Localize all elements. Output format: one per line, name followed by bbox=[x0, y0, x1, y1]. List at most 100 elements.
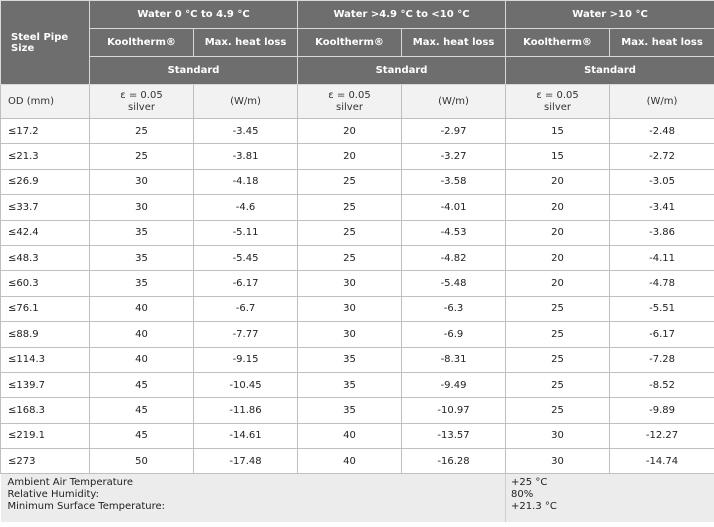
heat-loss-cell: -6.9 bbox=[401, 321, 507, 348]
od-cell: ≤76.1 bbox=[0, 295, 90, 323]
kooltherm-thickness-cell: 30 bbox=[297, 321, 403, 348]
conditions-values: +25 °C 80% +21.3 °C bbox=[505, 473, 714, 522]
heat-loss-cell: -11.86 bbox=[192, 397, 299, 424]
heat-loss-cell: -3.27 bbox=[401, 143, 507, 170]
table-row: ≤139.7 45 -10.45 35 -9.49 25 -8.52 bbox=[0, 371, 714, 399]
standard-header: Standard bbox=[88, 56, 299, 85]
heat-loss-cell: -12.27 bbox=[609, 422, 714, 450]
heat-loss-cell: -13.57 bbox=[401, 422, 507, 450]
table-row: ≤114.3 40 -9.15 35 -8.31 25 -7.28 bbox=[0, 346, 714, 373]
kooltherm-thickness-cell: 30 bbox=[297, 295, 403, 323]
min-surface-temp-value: +21.3 °C bbox=[511, 501, 557, 513]
kooltherm-thickness-cell: 45 bbox=[89, 422, 194, 450]
heat-loss-cell: -3.86 bbox=[609, 219, 714, 246]
od-cell: ≤17.2 bbox=[0, 117, 90, 145]
standard-header: Standard bbox=[297, 56, 507, 85]
heat-loss-cell: -3.45 bbox=[192, 117, 299, 145]
table-row: ≤88.9 40 -7.77 30 -6.9 25 -6.17 bbox=[0, 321, 714, 348]
kooltherm-header: Kooltherm® bbox=[89, 28, 194, 57]
heat-loss-cell: -4.82 bbox=[401, 244, 507, 272]
data-rows: ≤17.2 25 -3.45 20 -2.97 15 -2.48 ≤21.3 25 -3.81 20… bbox=[0, 117, 714, 475]
relative-humidity-label: Relative Humidity: bbox=[7, 489, 100, 501]
min-surface-temp-label: Minimum Surface Temperature: bbox=[7, 501, 166, 513]
kooltherm-thickness-cell: 20 bbox=[297, 143, 403, 170]
od-cell: ≤219.1 bbox=[0, 422, 90, 450]
kooltherm-thickness-cell: 40 bbox=[89, 346, 194, 373]
heat-loss-cell: -5.48 bbox=[401, 270, 507, 297]
kooltherm-thickness-cell: 35 bbox=[89, 270, 194, 297]
kooltherm-thickness-cell: 25 bbox=[505, 295, 611, 323]
heat-loss-cell: -10.45 bbox=[192, 371, 299, 399]
heat-loss-cell: -8.31 bbox=[401, 346, 507, 373]
pipe-size-header: Steel Pipe Size bbox=[0, 0, 90, 85]
kooltherm-thickness-cell: 40 bbox=[89, 321, 194, 348]
max-heat-loss-header: Max. heat loss bbox=[192, 28, 299, 57]
od-cell: ≤60.3 bbox=[0, 270, 90, 297]
kooltherm-thickness-cell: 25 bbox=[89, 143, 194, 170]
heat-loss-cell: -4.18 bbox=[192, 168, 299, 196]
heat-loss-cell: -4.01 bbox=[401, 194, 507, 221]
kooltherm-thickness-cell: 20 bbox=[505, 270, 611, 297]
heat-loss-cell: -2.72 bbox=[609, 143, 714, 170]
table-row: ≤48.3 35 -5.45 25 -4.82 20 -4.11 bbox=[0, 244, 714, 272]
conditions-footer: Ambient Air Temperature Relative Humidit… bbox=[0, 473, 714, 522]
emissivity-label: ε = 0.05 silver bbox=[505, 84, 611, 119]
table-row: ≤76.1 40 -6.7 30 -6.3 25 -5.51 bbox=[0, 295, 714, 323]
heat-loss-unit-label: (W/m) bbox=[401, 84, 507, 119]
kooltherm-thickness-cell: 15 bbox=[505, 143, 611, 170]
emissivity-label: ε = 0.05 silver bbox=[89, 84, 194, 119]
kooltherm-thickness-cell: 25 bbox=[297, 168, 403, 196]
heat-loss-cell: -5.11 bbox=[192, 219, 299, 246]
od-cell: ≤33.7 bbox=[0, 194, 90, 221]
kooltherm-thickness-cell: 35 bbox=[89, 219, 194, 246]
kooltherm-thickness-cell: 25 bbox=[505, 346, 611, 373]
kooltherm-thickness-cell: 45 bbox=[89, 371, 194, 399]
heat-loss-cell: -16.28 bbox=[401, 448, 507, 475]
table-row: ≤168.3 45 -11.86 35 -10.97 25 -9.89 bbox=[0, 397, 714, 424]
kooltherm-thickness-cell: 35 bbox=[89, 244, 194, 272]
table-row: ≤21.3 25 -3.81 20 -3.27 15 -2.72 bbox=[0, 143, 714, 170]
od-cell: ≤168.3 bbox=[0, 397, 90, 424]
heat-loss-cell: -14.61 bbox=[192, 422, 299, 450]
heat-loss-cell: -9.89 bbox=[609, 397, 714, 424]
table-row: ≤17.2 25 -3.45 20 -2.97 15 -2.48 bbox=[0, 117, 714, 145]
heat-loss-cell: -4.11 bbox=[609, 244, 714, 272]
ambient-air-label: Ambient Air Temperature bbox=[7, 477, 134, 489]
kooltherm-thickness-cell: 30 bbox=[89, 168, 194, 196]
kooltherm-thickness-cell: 25 bbox=[505, 321, 611, 348]
heat-loss-unit-label: (W/m) bbox=[609, 84, 714, 119]
kooltherm-thickness-cell: 45 bbox=[89, 397, 194, 424]
od-cell: ≤114.3 bbox=[0, 346, 90, 373]
kooltherm-thickness-cell: 40 bbox=[297, 422, 403, 450]
kooltherm-thickness-cell: 20 bbox=[505, 219, 611, 246]
od-cell: ≤21.3 bbox=[0, 143, 90, 170]
group-header-3: Water >10 °C bbox=[505, 0, 714, 29]
kooltherm-thickness-cell: 35 bbox=[297, 397, 403, 424]
heat-loss-cell: -6.17 bbox=[609, 321, 714, 348]
od-cell: ≤139.7 bbox=[0, 371, 90, 399]
kooltherm-thickness-cell: 25 bbox=[297, 244, 403, 272]
kooltherm-thickness-cell: 25 bbox=[297, 219, 403, 246]
kooltherm-header: Kooltherm® bbox=[297, 28, 403, 57]
kooltherm-thickness-cell: 25 bbox=[297, 194, 403, 221]
kooltherm-thickness-cell: 20 bbox=[505, 244, 611, 272]
max-heat-loss-header: Max. heat loss bbox=[609, 28, 714, 57]
heat-loss-cell: -9.49 bbox=[401, 371, 507, 399]
kooltherm-thickness-cell: 30 bbox=[297, 270, 403, 297]
heat-loss-cell: -6.7 bbox=[192, 295, 299, 323]
kooltherm-header: Kooltherm® bbox=[505, 28, 611, 57]
kooltherm-thickness-cell: 50 bbox=[89, 448, 194, 475]
kooltherm-thickness-cell: 25 bbox=[89, 117, 194, 145]
heat-loss-cell: -2.97 bbox=[401, 117, 507, 145]
od-cell: ≤26.9 bbox=[0, 168, 90, 196]
kooltherm-thickness-cell: 20 bbox=[505, 168, 611, 196]
kooltherm-thickness-cell: 30 bbox=[89, 194, 194, 221]
group-header-1: Water 0 °C to 4.9 °C bbox=[88, 0, 299, 29]
heat-loss-cell: -10.97 bbox=[401, 397, 507, 424]
conditions-labels: Ambient Air Temperature Relative Humidit… bbox=[0, 473, 506, 522]
kooltherm-thickness-cell: 30 bbox=[505, 448, 611, 475]
max-heat-loss-header: Max. heat loss bbox=[401, 28, 507, 57]
heat-loss-cell: -7.28 bbox=[609, 346, 714, 373]
emissivity-label: ε = 0.05 silver bbox=[297, 84, 403, 119]
